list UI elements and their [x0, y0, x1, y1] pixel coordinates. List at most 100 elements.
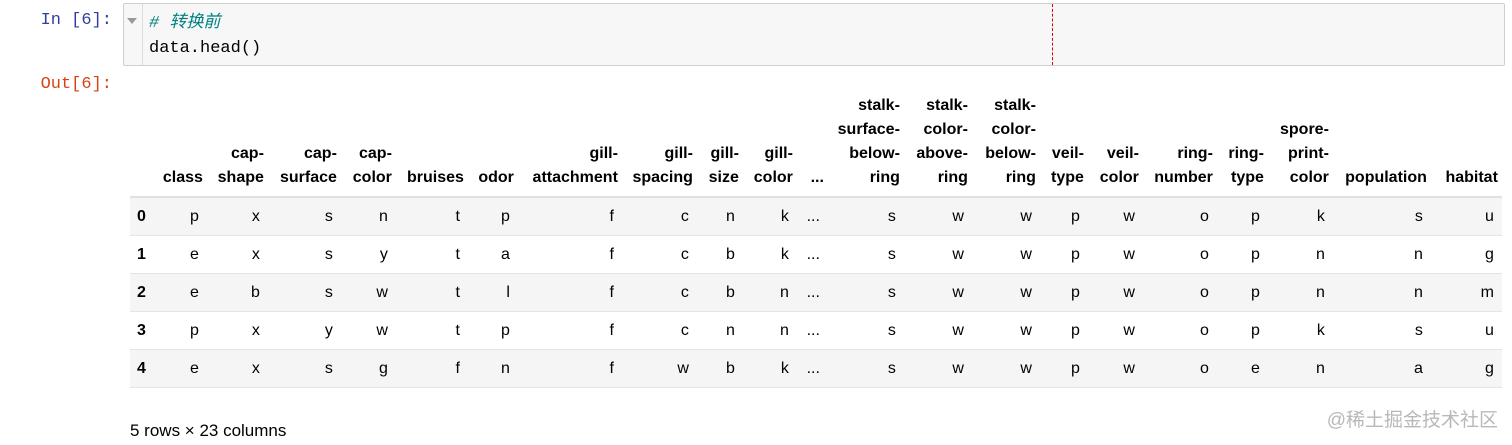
table-cell: p [1039, 197, 1088, 236]
column-header: gill-spacing [621, 94, 697, 198]
table-cell: b [206, 273, 268, 312]
table-cell: f [517, 197, 622, 236]
table-cell: p [1216, 311, 1268, 350]
table-cell: l [467, 273, 518, 312]
column-header: stalk-surface-below-ring [827, 94, 904, 198]
table-row: 3 p x y w t p f c n n... s w w p w o p k s u [130, 311, 1502, 350]
table-cell: e [153, 349, 207, 388]
code-editor[interactable]: # 转换前 data.head() [149, 11, 261, 61]
table-cell: n [1267, 235, 1333, 274]
table-cell: ... [796, 273, 828, 312]
table-cell: c [621, 197, 697, 236]
table-cell: s [267, 349, 341, 388]
column-header: class [153, 94, 207, 198]
table-cell: w [971, 349, 1040, 388]
row-index: 1 [130, 235, 154, 274]
table-cell: w [971, 273, 1040, 312]
table-cell: p [1216, 235, 1268, 274]
column-header: habitat [1430, 94, 1502, 198]
table-cell: m [1430, 273, 1502, 312]
table-cell: s [827, 197, 904, 236]
table-cell: f [517, 349, 622, 388]
table-cell: s [267, 273, 341, 312]
table-cell: x [206, 197, 268, 236]
table-cell: w [903, 311, 972, 350]
table-cell: n [696, 311, 743, 350]
table-cell: ... [796, 197, 828, 236]
table-cell: t [395, 197, 468, 236]
code-comment: # 转换前 [149, 14, 221, 33]
column-header: ring-number [1142, 94, 1217, 198]
column-header: spore-print-color [1267, 94, 1333, 198]
table-cell: n [467, 349, 518, 388]
table-cell: k [1267, 311, 1333, 350]
row-index: 4 [130, 349, 154, 388]
column-header: veil-color [1087, 94, 1143, 198]
table-cell: n [1267, 349, 1333, 388]
table-cell: p [153, 197, 207, 236]
table-cell: x [206, 349, 268, 388]
table-cell: e [153, 273, 207, 312]
table-cell: o [1142, 273, 1217, 312]
table-cell: s [1332, 311, 1431, 350]
table-row: 4 e x s g f n f w b k... s w w p w o e n a g [130, 349, 1502, 388]
column-header: veil-type [1039, 94, 1088, 198]
table-cell: y [340, 235, 396, 274]
table-cell: w [340, 273, 396, 312]
table-cell: n [742, 311, 797, 350]
table-cell: o [1142, 349, 1217, 388]
table-cell: k [1267, 197, 1333, 236]
table-cell: e [153, 235, 207, 274]
table-cell: w [903, 349, 972, 388]
table-cell: p [467, 311, 518, 350]
table-cell: c [621, 311, 697, 350]
table-cell: w [1087, 349, 1143, 388]
table-cell: a [1332, 349, 1431, 388]
line-length-ruler [1052, 4, 1053, 65]
table-cell: w [340, 311, 396, 350]
table-cell: w [971, 311, 1040, 350]
table-cell: w [971, 197, 1040, 236]
column-header: ring-type [1216, 94, 1268, 198]
table-cell: p [1216, 273, 1268, 312]
table-cell: a [467, 235, 518, 274]
table-cell: o [1142, 197, 1217, 236]
table-cell: s [827, 273, 904, 312]
table-cell: s [267, 197, 341, 236]
table-cell: b [696, 235, 743, 274]
table-cell: t [395, 311, 468, 350]
table-row: 1 e x s y t a f c b k... s w w p w o p n n g [130, 235, 1502, 274]
table-cell: k [742, 349, 797, 388]
table-cell: w [1087, 235, 1143, 274]
table-cell: p [1216, 197, 1268, 236]
table-cell: n [1332, 273, 1431, 312]
table-cell: t [395, 273, 468, 312]
row-index: 3 [130, 311, 154, 350]
table-cell: ... [796, 349, 828, 388]
row-index: 0 [130, 197, 154, 236]
collapse-triangle-icon[interactable] [127, 18, 137, 24]
table-cell: w [1087, 273, 1143, 312]
table-cell: n [696, 197, 743, 236]
column-header: stalk-color-above-ring [903, 94, 972, 198]
dataframe-shape: 5 rows × 23 columns [130, 421, 287, 440]
table-cell: p [1039, 311, 1088, 350]
table-cell: n [1332, 235, 1431, 274]
table-cell: k [742, 197, 797, 236]
column-header: stalk-color-below-ring [971, 94, 1040, 198]
table-cell: p [1039, 235, 1088, 274]
table-cell: s [267, 235, 341, 274]
table-cell: f [517, 311, 622, 350]
table-cell: p [153, 311, 207, 350]
column-header: bruises [395, 94, 468, 198]
table-cell: o [1142, 235, 1217, 274]
table-cell: p [467, 197, 518, 236]
table-cell: x [206, 235, 268, 274]
code-cell-input[interactable]: # 转换前 data.head() [123, 3, 1505, 66]
column-header [130, 94, 154, 198]
table-cell: s [1332, 197, 1431, 236]
table-cell: p [1039, 273, 1088, 312]
watermark: @稀土掘金技术社区 [1326, 410, 1498, 431]
table-cell: ... [796, 235, 828, 274]
table-cell: p [1039, 349, 1088, 388]
